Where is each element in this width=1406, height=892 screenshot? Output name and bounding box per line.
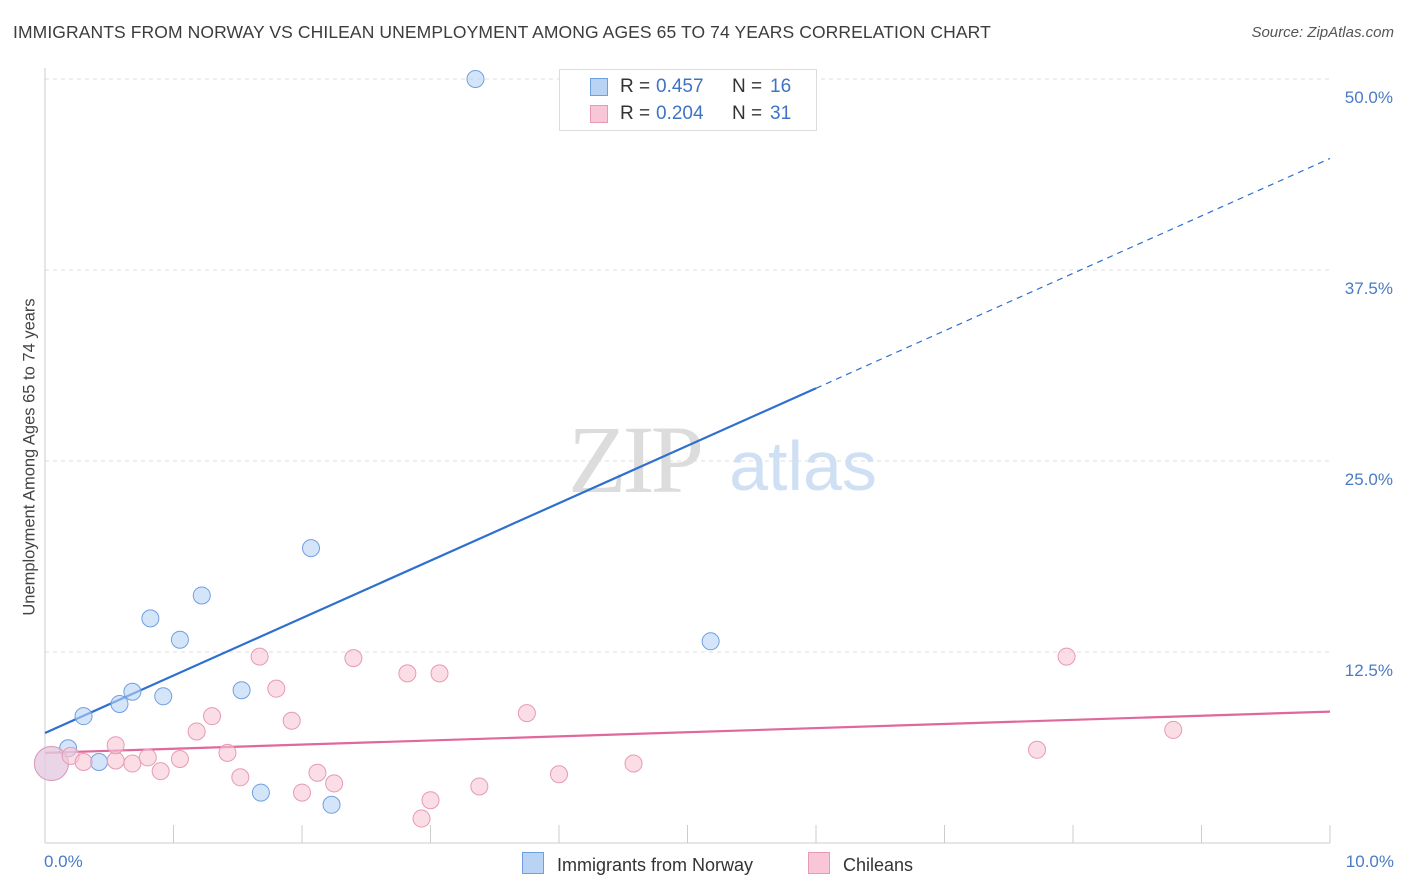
data-point-series-1 [1057,647,1076,666]
data-point-series-0 [74,707,93,726]
trend-line-series-0 [44,387,817,734]
chart-title: IMMIGRANTS FROM NORWAY VS CHILEAN UNEMPL… [13,22,991,42]
watermark-atlas: atlas [729,427,877,505]
legend-r-label: R = [620,76,651,97]
y-tick-label: 50.0% [1344,88,1393,107]
data-point-series-1 [170,749,189,768]
data-point-series-1 [267,679,286,698]
data-point-series-1 [203,707,222,726]
legend-swatch-norway [590,78,608,96]
watermark: ZIP atlas [568,406,877,513]
data-point-series-1 [412,809,431,828]
grid-layer [45,78,1330,653]
data-point-series-1 [106,751,125,770]
series-legend-chileans: Chileans [808,852,913,876]
legend-row-norway: R = 0.457 N = 16 [560,74,816,100]
legend-n-value: 31 [770,103,792,124]
data-point-series-0 [301,539,320,558]
legend-r-value: 0.457 [656,76,704,97]
data-point-series-1 [218,743,237,762]
y-tick-label: 12.5% [1344,661,1393,680]
legend-n-label: N = [732,76,763,97]
legend-r-label: R = [620,103,651,124]
data-point-series-1 [1164,720,1183,739]
data-point-series-0 [170,630,189,649]
data-point-series-1 [123,754,142,773]
data-point-series-0 [466,70,485,88]
data-point-series-1 [517,704,536,723]
data-point-series-0 [110,694,129,713]
watermark-zip: ZIP [568,406,701,513]
chart-source: Source: ZipAtlas.com [1251,24,1394,41]
data-point-series-0 [141,609,160,628]
data-point-series-1 [106,736,125,755]
point-layer [33,70,1183,828]
data-point-series-1 [325,774,344,793]
y-tick-label: 25.0% [1344,470,1393,489]
data-point-series-1 [470,777,489,796]
data-point-series-0 [123,682,142,701]
axis-layer [44,68,1331,844]
x-tick-label: 10.0% [1345,852,1394,871]
trend-line-series-1 [44,710,1331,754]
legend-n-value: 16 [770,76,792,97]
data-point-series-1 [187,722,206,741]
data-point-series-0 [89,753,108,772]
data-point-series-1 [430,664,449,683]
data-point-series-0 [251,783,270,802]
trend-layer [44,157,1331,754]
data-point-series-1 [1028,740,1047,759]
data-point-series-0 [232,681,251,700]
data-point-series-1 [74,753,93,772]
data-point-series-1 [421,791,440,810]
data-point-series-1 [250,647,269,666]
data-point-series-1 [231,768,250,787]
data-point-series-0 [701,632,720,651]
data-point-series-0 [322,795,341,814]
data-point-series-1 [624,754,643,773]
legend-r-value: 0.204 [656,103,704,124]
data-point-series-1 [151,762,170,781]
x-tick-label: 0.0% [44,852,83,871]
data-point-series-1 [293,783,311,802]
data-point-series-0 [154,687,173,706]
legend-swatch-chileans [590,105,608,123]
data-point-series-1 [398,664,417,683]
data-point-series-0 [192,586,211,605]
data-point-series-1 [308,763,327,782]
correlation-legend: R = 0.457 N = 16 R = 0.204 N = 31 [559,69,817,131]
y-tick-label: 37.5% [1344,279,1393,298]
series-legend-norway: Immigrants from Norway [522,852,753,876]
data-point-series-1 [282,711,301,730]
legend-label-chileans: Chileans [843,855,914,875]
data-point-series-1 [138,748,157,767]
data-point-series-1 [550,765,568,784]
data-point-series-1 [344,649,363,668]
legend-swatch-chileans [808,852,830,874]
legend-n-label: N = [732,103,763,124]
legend-label-norway: Immigrants from Norway [557,855,754,875]
legend-row-chileans: R = 0.204 N = 31 [560,101,816,127]
trend-line-extension-series-0 [815,157,1331,389]
legend-swatch-norway [522,852,544,874]
